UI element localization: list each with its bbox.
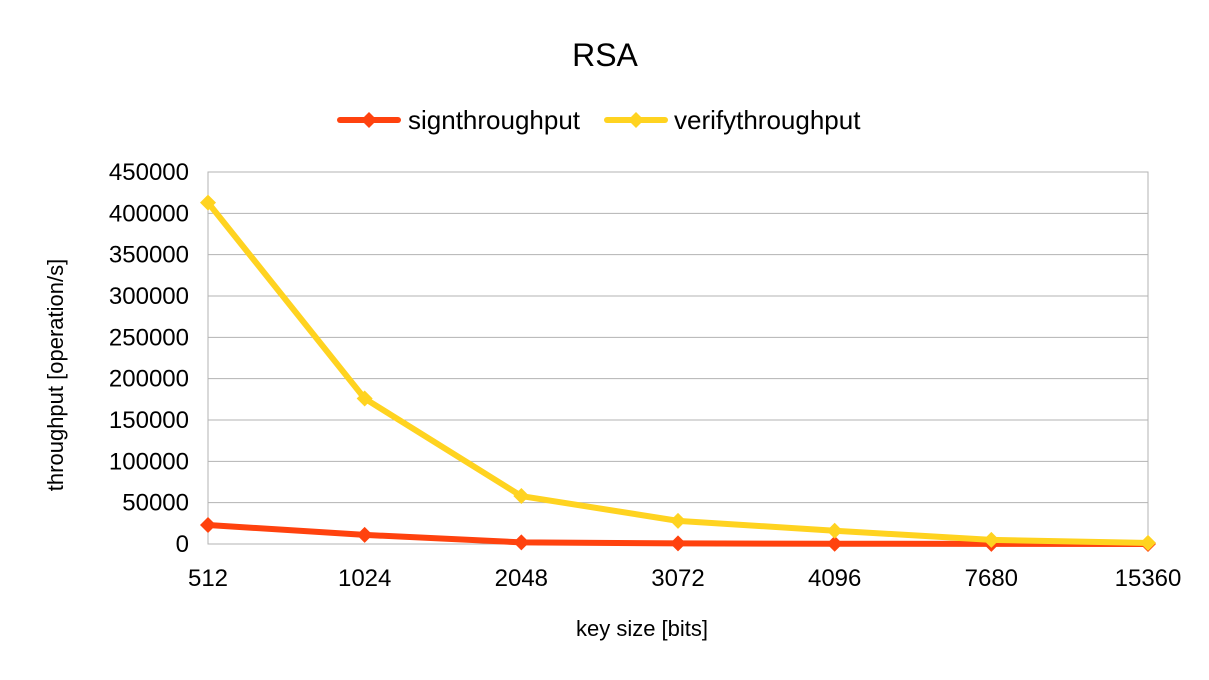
data-point: [513, 534, 530, 551]
series-line: [205, 199, 1151, 546]
x-tick-label: 3072: [651, 565, 704, 592]
x-tick-label: 15360: [1115, 565, 1182, 592]
y-tick-label: 100000: [109, 448, 189, 475]
x-axis: 512 1024 2048 3072 4096 7680 15360: [188, 565, 1181, 592]
data-point: [983, 531, 1000, 548]
y-tick-label: 350000: [109, 242, 189, 269]
x-axis-label: key size [bits]: [576, 616, 708, 641]
y-tick-label: 250000: [109, 324, 189, 351]
legend-label: verifythroughput: [674, 105, 861, 135]
series-verifythroughput: [200, 194, 1156, 551]
y-tick-label: 400000: [109, 200, 189, 227]
data-point: [670, 535, 686, 552]
y-tick-label: 150000: [109, 407, 189, 434]
data-point: [826, 522, 843, 539]
y-tick-label: 300000: [109, 283, 189, 310]
legend-swatch-marker: [628, 112, 644, 128]
y-axis: 0 50000 100000 150000 200000 250000 300000 3500…: [109, 159, 189, 558]
data-point: [200, 194, 216, 211]
data-point: [670, 512, 686, 529]
legend: signthroughput verifythroughput: [337, 105, 861, 135]
y-tick-label: 50000: [122, 490, 189, 517]
y-tick-label: 0: [176, 531, 189, 558]
y-tick-label: 450000: [109, 159, 189, 186]
plot-area-frame: [207, 171, 1149, 545]
legend-item-verifythroughput: verifythroughput: [604, 105, 861, 135]
x-tick-label: 4096: [808, 565, 861, 592]
x-tick-label: 1024: [338, 565, 391, 592]
x-tick-label: 2048: [495, 565, 548, 592]
data-point: [200, 516, 216, 533]
legend-swatch-marker: [361, 112, 377, 128]
y-tick-label: 200000: [109, 366, 189, 393]
x-tick-label: 512: [188, 565, 228, 592]
data-point: [513, 488, 530, 505]
series-layer: [200, 194, 1156, 552]
data-point: [356, 390, 373, 407]
data-point: [356, 526, 373, 543]
x-tick-label: 7680: [965, 565, 1018, 592]
data-point: [1140, 534, 1156, 551]
chart-title: RSA: [572, 37, 638, 73]
y-axis-label: throughput [operation/s]: [43, 259, 68, 491]
legend-item-signthroughput: signthroughput: [337, 105, 581, 135]
legend-label: signthroughput: [408, 105, 581, 135]
data-point: [826, 535, 843, 552]
grid: [208, 171, 1148, 545]
